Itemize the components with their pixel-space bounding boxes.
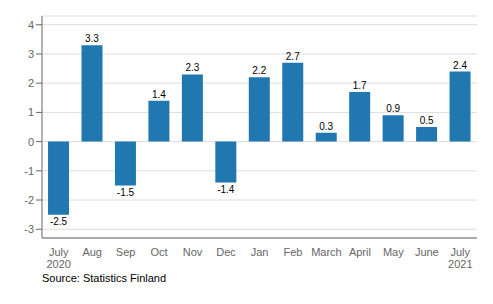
svg-text:2.2: 2.2 bbox=[252, 65, 266, 76]
svg-text:Nov: Nov bbox=[183, 246, 203, 258]
svg-text:Feb: Feb bbox=[283, 246, 302, 258]
svg-text:-3: -3 bbox=[24, 223, 34, 235]
svg-text:-1.4: -1.4 bbox=[217, 184, 235, 195]
svg-text:2.4: 2.4 bbox=[453, 60, 467, 71]
svg-text:1: 1 bbox=[28, 106, 34, 118]
svg-text:July2021: July2021 bbox=[448, 246, 472, 270]
svg-text:1.7: 1.7 bbox=[353, 80, 367, 91]
svg-text:3: 3 bbox=[28, 48, 34, 60]
svg-text:0: 0 bbox=[28, 136, 34, 148]
svg-text:2.3: 2.3 bbox=[185, 62, 199, 73]
svg-text:-2.5: -2.5 bbox=[50, 216, 68, 227]
svg-text:0.5: 0.5 bbox=[420, 115, 434, 126]
svg-text:March: March bbox=[311, 246, 342, 258]
svg-text:1.4: 1.4 bbox=[152, 89, 166, 100]
svg-text:April: April bbox=[349, 246, 371, 258]
svg-text:May: May bbox=[383, 246, 404, 258]
svg-text:Sep: Sep bbox=[116, 246, 136, 258]
svg-text:4: 4 bbox=[28, 19, 34, 31]
svg-text:-2: -2 bbox=[24, 194, 34, 206]
svg-text:0.9: 0.9 bbox=[386, 103, 400, 114]
svg-text:3.3: 3.3 bbox=[85, 33, 99, 44]
svg-text:-1: -1 bbox=[24, 165, 34, 177]
svg-text:Jan: Jan bbox=[251, 246, 269, 258]
svg-text:2: 2 bbox=[28, 77, 34, 89]
svg-text:0.3: 0.3 bbox=[319, 121, 333, 132]
svg-text:Aug: Aug bbox=[82, 246, 102, 258]
svg-text:July2020: July2020 bbox=[46, 246, 70, 270]
svg-text:June: June bbox=[415, 246, 439, 258]
svg-text:Dec: Dec bbox=[216, 246, 236, 258]
html-text:Source: Statistics Finland: Source: Statistics Finland bbox=[42, 272, 167, 284]
svg-text:2.7: 2.7 bbox=[286, 51, 300, 62]
svg-text:Oct: Oct bbox=[151, 246, 168, 258]
svg-text:-1.5: -1.5 bbox=[117, 187, 135, 198]
